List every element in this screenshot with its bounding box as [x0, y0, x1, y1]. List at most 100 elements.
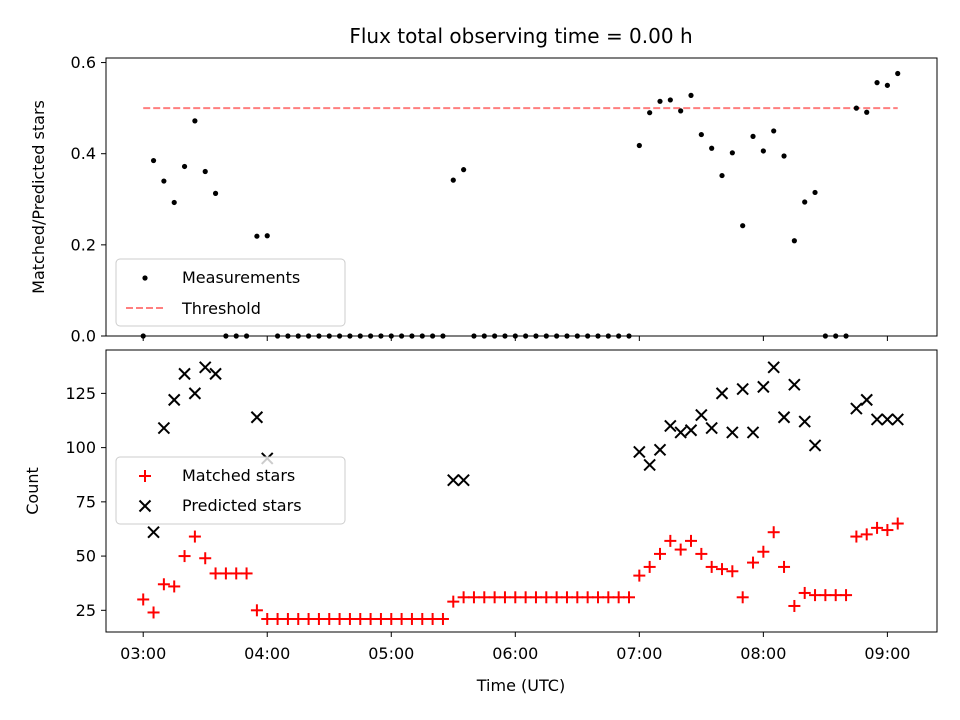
x-axis-label: Time (UTC) — [476, 676, 565, 695]
measurement-point — [802, 199, 808, 205]
matched-star-point — [209, 567, 222, 580]
predicted-star-point — [726, 426, 739, 439]
matched-star-point — [664, 534, 677, 547]
matched-star-point — [333, 612, 346, 625]
measurement-point — [750, 133, 756, 139]
x-tick-label: 06:00 — [492, 644, 538, 663]
measurement-point — [678, 108, 684, 114]
matched-star-point — [602, 591, 615, 604]
predicted-star-point — [664, 419, 677, 433]
measurement-point — [264, 233, 270, 239]
matched-star-point — [654, 547, 666, 560]
matched-star-point — [674, 543, 687, 556]
x-tick-label: 08:00 — [740, 644, 786, 663]
x-tick-label: 05:00 — [368, 644, 414, 663]
matched-star-point — [809, 589, 822, 602]
predicted-star-point — [157, 421, 171, 435]
matched-star-point — [685, 534, 698, 547]
legend-measurements-label: Measurements — [182, 268, 300, 287]
matched-star-point — [467, 591, 480, 604]
predicted-star-point — [788, 378, 801, 391]
predicted-star-point — [147, 526, 160, 539]
measurement-point — [636, 142, 642, 149]
matched-star-point — [871, 521, 884, 534]
measurement-point — [740, 223, 746, 229]
predicted-star-point — [199, 361, 212, 374]
matched-star-point — [550, 591, 563, 604]
matched-star-point — [230, 567, 243, 580]
measurement-point — [864, 109, 870, 115]
matched-star-point — [436, 612, 449, 625]
matched-star-point — [302, 612, 315, 625]
matched-star-point — [767, 526, 780, 539]
matched-star-point — [343, 612, 356, 625]
predicted-star-point — [860, 393, 873, 407]
matched-star-point — [281, 612, 294, 625]
matched-star-point — [385, 612, 398, 625]
matched-star-point — [622, 591, 635, 604]
matched-star-point — [736, 591, 749, 604]
predicted-star-point — [777, 411, 791, 424]
predicted-star-point — [757, 380, 770, 394]
matched-star-point — [509, 591, 522, 604]
measurement-point — [709, 145, 715, 151]
matched-star-point — [798, 586, 811, 599]
ratio-y-tick-label: 0.2 — [71, 235, 96, 254]
predicted-star-point — [643, 458, 656, 472]
measurement-point — [884, 82, 890, 88]
matched-star-point — [271, 612, 284, 625]
legend-threshold-label: Threshold — [181, 299, 261, 318]
measurement-point — [171, 199, 177, 206]
ratio-plot-frame — [105, 57, 938, 337]
measurement-point — [192, 118, 198, 124]
matched-star-point — [178, 550, 191, 563]
measurement-point — [771, 128, 777, 134]
predicted-star-point — [188, 387, 202, 400]
legend-predicted-label: Predicted stars — [182, 496, 302, 515]
predicted-star-point — [891, 413, 904, 426]
predicted-star-point — [798, 415, 811, 428]
matched-star-point — [188, 530, 201, 543]
predicted-star-point — [674, 426, 687, 439]
predicted-star-point — [850, 402, 863, 415]
matched-star-point — [643, 560, 656, 573]
matched-star-point — [757, 545, 770, 558]
matched-star-point — [788, 599, 801, 612]
measurement-point — [895, 70, 901, 77]
measurement-point — [202, 168, 208, 175]
matched-star-point — [250, 604, 263, 617]
ratio-legend: Measurements Threshold — [115, 258, 346, 327]
matched-star-point — [778, 560, 791, 573]
matched-star-point — [426, 612, 439, 625]
ratio-y-tick-label: 0.0 — [71, 327, 96, 346]
measurement-point — [461, 167, 467, 173]
matched-star-point — [354, 612, 367, 625]
measurement-point — [254, 233, 260, 239]
matched-star-point — [519, 591, 532, 604]
matched-star-point — [292, 612, 305, 625]
predicted-star-point — [250, 411, 264, 424]
predicted-star-point — [633, 445, 646, 459]
ratio-panel: 0.0 0.2 0.4 0.6 Matched/Predicted stars Mea… — [29, 53, 938, 346]
matched-star-point — [571, 591, 584, 604]
matched-star-point — [716, 563, 729, 576]
count-y-tick-label: 25 — [76, 601, 96, 620]
matched-star-point — [364, 612, 377, 625]
matched-star-point — [891, 517, 904, 530]
matched-star-point — [478, 591, 491, 604]
predicted-star-point — [653, 443, 667, 456]
matched-star-point — [488, 591, 501, 604]
x-tick-label: 03:00 — [120, 644, 166, 663]
count-y-tick-label: 75 — [76, 492, 96, 511]
matched-star-point — [591, 591, 604, 604]
predicted-star-point — [746, 426, 760, 439]
measurement-point — [181, 163, 188, 170]
matched-star-point — [374, 612, 387, 625]
matched-star-point — [850, 530, 863, 543]
predicted-star-point — [736, 382, 749, 396]
matched-star-point — [405, 612, 418, 625]
matched-star-point — [881, 524, 894, 537]
measurement-point — [812, 189, 818, 196]
matched-star-point — [219, 567, 232, 580]
